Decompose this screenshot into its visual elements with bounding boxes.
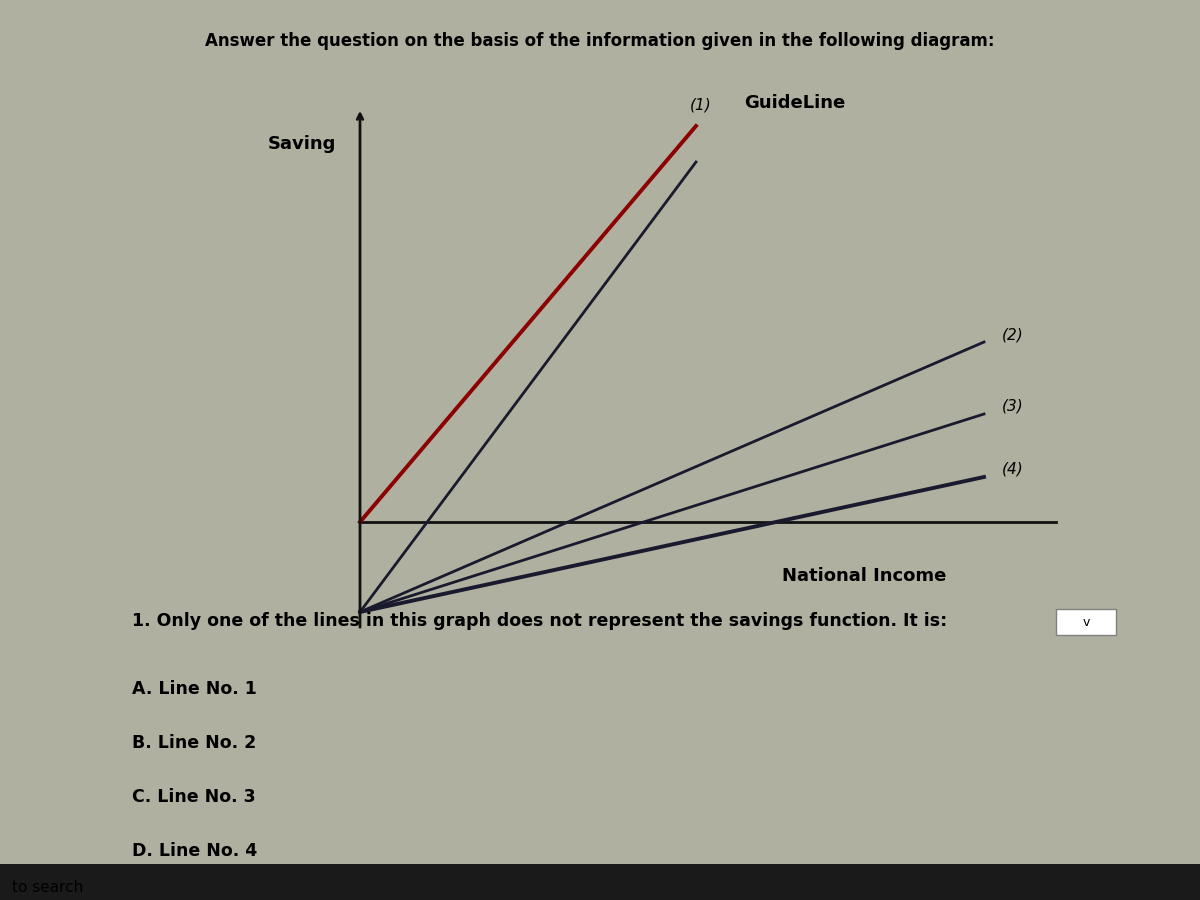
Bar bbox=[0, 864, 1200, 900]
Text: GuideLine: GuideLine bbox=[744, 94, 845, 112]
FancyBboxPatch shape bbox=[1056, 609, 1116, 634]
Text: (2): (2) bbox=[1002, 327, 1024, 342]
Text: D. Line No. 4: D. Line No. 4 bbox=[132, 842, 257, 859]
Text: 1. Only one of the lines in this graph does not represent the savings function. : 1. Only one of the lines in this graph d… bbox=[132, 612, 947, 630]
Text: (4): (4) bbox=[1002, 462, 1024, 477]
Text: v: v bbox=[1082, 616, 1090, 629]
Text: C. Line No. 3: C. Line No. 3 bbox=[132, 788, 256, 806]
Text: Saving: Saving bbox=[268, 135, 336, 153]
Text: National Income: National Income bbox=[782, 567, 946, 585]
Text: (3): (3) bbox=[1002, 399, 1024, 414]
Text: Answer the question on the basis of the information given in the following diagr: Answer the question on the basis of the … bbox=[205, 32, 995, 50]
Text: (1): (1) bbox=[690, 97, 712, 112]
Text: B. Line No. 2: B. Line No. 2 bbox=[132, 734, 257, 752]
Text: A. Line No. 1: A. Line No. 1 bbox=[132, 680, 257, 698]
Text: to search: to search bbox=[12, 880, 83, 896]
